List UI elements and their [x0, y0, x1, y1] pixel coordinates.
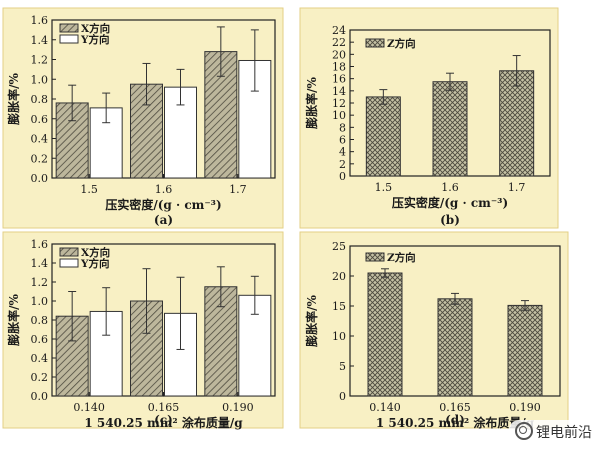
chart-panel-c: 0.0 0.2 0.4 0.6 0.8 1.0 1.2 1.4 1.6 0.140 0.165 0.1… — [2, 231, 284, 430]
watermark: 锂电前沿 — [509, 420, 598, 444]
legend-label: X方向 — [81, 22, 110, 35]
x-tick-label: 1.6 — [155, 183, 173, 196]
panel-label: (d) — [445, 413, 465, 427]
y-tick-label: 1.6 — [31, 238, 49, 251]
x-tick-label: 0.190 — [509, 401, 541, 414]
x-tick-label: 1.5 — [80, 183, 98, 196]
panel-label: (a) — [154, 213, 173, 227]
y-tick-label: 1.0 — [31, 73, 49, 86]
bar-d-s0-2 — [507, 304, 543, 397]
y-tick-label: 0.6 — [31, 333, 49, 346]
y-tick-label: 18 — [332, 61, 346, 74]
y-tick-label: 1.6 — [31, 14, 49, 27]
y-tick-label: 2 — [339, 158, 346, 171]
bar-d-s0-0 — [367, 272, 403, 397]
legend-swatch — [59, 23, 79, 33]
legend-swatch — [365, 252, 385, 262]
y-tick-label: 6 — [339, 134, 346, 147]
wechat-icon — [515, 422, 533, 440]
y-tick-label: 0.4 — [31, 133, 49, 146]
y-tick-label: 1.2 — [31, 276, 49, 289]
x-axis-label: 压实密度/(g · cm⁻³) — [105, 197, 221, 212]
watermark-text: 锂电前沿 — [536, 425, 592, 441]
x-tick-label: 0.165 — [439, 401, 471, 414]
legend-swatch — [365, 38, 385, 48]
y-tick-label: 0.8 — [31, 314, 49, 327]
y-tick-label: 1.2 — [31, 54, 49, 67]
y-axis-label: 膨胀率/% — [304, 295, 319, 348]
legend-swatch — [59, 258, 79, 268]
y-tick-label: 0 — [339, 170, 346, 183]
x-tick-label: 1.7 — [508, 181, 526, 194]
legend-label: Y方向 — [80, 257, 110, 270]
y-tick-label: 0.0 — [31, 390, 49, 403]
y-tick-label: 0.2 — [31, 371, 49, 384]
x-tick-label: 1.5 — [375, 181, 393, 194]
y-tick-label: 1.4 — [31, 257, 49, 270]
legend-swatch — [59, 34, 79, 44]
legend-swatch — [59, 247, 79, 257]
bar-b-s0-2 — [499, 70, 535, 177]
x-tick-label: 0.140 — [73, 401, 105, 414]
y-tick-label: 4 — [339, 146, 346, 159]
y-tick-label: 0 — [339, 390, 346, 403]
y-axis-label: 膨胀率/% — [6, 294, 21, 347]
bar-b-s0-1 — [432, 81, 468, 177]
y-tick-label: 8 — [339, 121, 346, 134]
bar-d-s0-1 — [437, 298, 473, 397]
y-tick-label: 0.4 — [31, 352, 49, 365]
y-tick-label: 14 — [332, 85, 346, 98]
bar-b-s0-0 — [365, 96, 401, 177]
y-tick-label: 5 — [339, 360, 346, 373]
y-axis-label: 膨胀率/% — [304, 77, 319, 130]
panel-label: (b) — [440, 213, 460, 227]
y-tick-label: 15 — [332, 300, 346, 313]
chart-panel-a: 0.0 0.2 0.4 0.6 0.8 1.0 1.2 1.4 1.6 1.5 1.6 1.7 X方向Y… — [2, 7, 284, 229]
x-tick-label: 0.190 — [222, 401, 254, 414]
y-tick-label: 24 — [332, 24, 346, 37]
legend-label: Y方向 — [80, 33, 110, 46]
y-tick-label: 0.2 — [31, 152, 49, 165]
y-axis-label: 膨胀率/% — [6, 73, 21, 126]
x-axis-label: 压实密度/(g · cm⁻³) — [392, 195, 508, 210]
panel-label: (c) — [154, 413, 173, 427]
y-tick-label: 10 — [332, 330, 346, 343]
x-tick-label: 1.6 — [441, 181, 459, 194]
y-tick-label: 20 — [332, 48, 346, 61]
x-axis-label: 1 540.25 mm² 涂布质量/g — [84, 415, 243, 430]
x-tick-label: 1.7 — [229, 183, 247, 196]
x-tick-label: 0.140 — [369, 401, 401, 414]
y-tick-label: 1.0 — [31, 295, 49, 308]
legend-label: X方向 — [81, 246, 110, 259]
y-tick-label: 22 — [332, 36, 346, 49]
x-axis-label: 1 540.25 mm² 涂布质量/g — [376, 415, 535, 430]
legend-label: Z方向 — [387, 251, 416, 264]
y-tick-label: 10 — [332, 109, 346, 122]
legend-label: Z方向 — [387, 37, 416, 50]
y-tick-label: 12 — [332, 97, 346, 110]
y-tick-label: 1.4 — [31, 34, 49, 47]
y-tick-label: 16 — [332, 73, 346, 86]
y-tick-label: 0.8 — [31, 93, 49, 106]
y-tick-label: 0.6 — [31, 113, 49, 126]
x-tick-label: 0.165 — [148, 401, 180, 414]
y-tick-label: 25 — [332, 240, 346, 253]
y-tick-label: 0.0 — [31, 172, 49, 185]
y-tick-label: 20 — [332, 270, 346, 283]
